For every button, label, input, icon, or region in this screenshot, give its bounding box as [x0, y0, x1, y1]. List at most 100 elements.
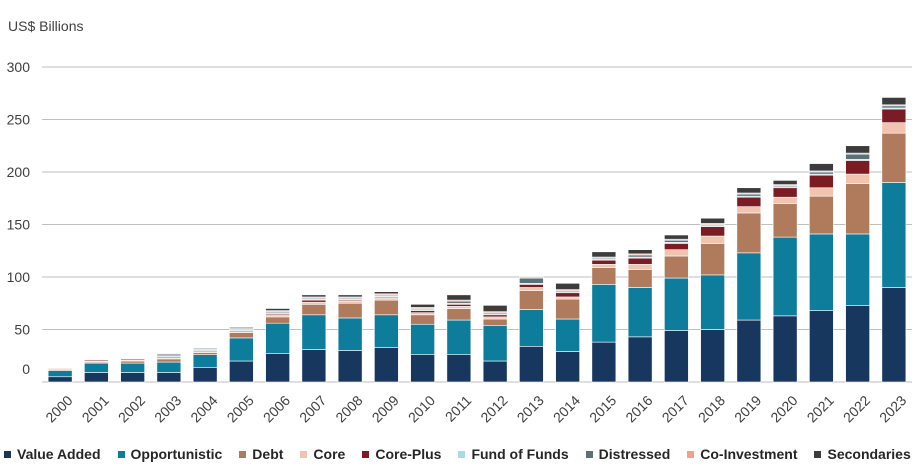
bar-segment-value-added-2001 — [84, 372, 109, 383]
x-tick-label: 2013 — [514, 392, 547, 425]
legend-item: Debt — [239, 446, 283, 462]
bar-segment-secondaries-2003 — [156, 353, 182, 355]
x-tick-label: 2017 — [659, 392, 692, 425]
bar-segment-core-2000 — [47, 368, 73, 370]
x-tick-label: 2008 — [332, 392, 365, 425]
y-tick-label: 0 — [22, 361, 30, 377]
bar-segment-value-added-2010 — [410, 354, 435, 383]
bar-segment-secondaries-2010 — [410, 303, 435, 308]
x-tick-label: 2018 — [695, 392, 728, 425]
bar-segment-value-added-2005 — [229, 360, 254, 383]
bar-segment-value-added-2000 — [47, 376, 73, 383]
bar-segment-opportunistic-2014 — [555, 318, 580, 352]
bar-segment-debt-2014 — [555, 298, 580, 320]
bar-segment-opportunistic-2009 — [374, 314, 399, 348]
bar-segment-secondaries-2016 — [627, 249, 653, 255]
bar-segment-opportunistic-2010 — [410, 323, 435, 356]
bar-segment-secondaries-2009 — [374, 291, 399, 295]
x-tick-label: 2023 — [876, 392, 909, 425]
bar-segment-secondaries-2012 — [482, 305, 508, 312]
x-tick-label: 2020 — [767, 392, 800, 425]
bar-segment-opportunistic-2007 — [301, 314, 327, 350]
bar-segment-debt-2011 — [446, 308, 472, 321]
legend-swatch — [4, 450, 11, 458]
x-tick-label: 2016 — [622, 392, 655, 425]
bar-segment-distressed-2021 — [809, 171, 834, 175]
bar-segment-core-2011 — [446, 306, 472, 309]
bar-segment-value-added-2016 — [627, 336, 653, 383]
bar-segment-debt-2019 — [736, 212, 762, 254]
bar-segment-opportunistic-2023 — [881, 182, 907, 288]
bar-segment-debt-2021 — [809, 195, 834, 235]
bar-segment-secondaries-2020 — [772, 180, 798, 185]
bar-segment-distressed-2013 — [519, 277, 544, 284]
bar-segment-secondaries-2021 — [809, 163, 834, 172]
bar-segment-secondaries-2007 — [301, 294, 327, 298]
bar-segment-opportunistic-2021 — [809, 233, 834, 311]
x-tick-label: 2003 — [151, 392, 184, 425]
legend-swatch — [458, 450, 466, 458]
bar-segment-opportunistic-2013 — [519, 309, 544, 347]
legend-label: Secondaries — [827, 446, 911, 462]
bar-segment-debt-2002 — [120, 360, 145, 364]
bar-segment-core-plus-2016 — [627, 257, 653, 265]
bar-segment-opportunistic-2015 — [591, 284, 617, 343]
bar-segment-opportunistic-2020 — [772, 236, 798, 317]
bar-segment-opportunistic-2019 — [736, 252, 762, 321]
legend-item: Opportunistic — [117, 446, 222, 462]
bar-segment-distressed-2011 — [446, 300, 472, 304]
bar-segment-value-added-2014 — [555, 351, 580, 383]
bar-segment-debt-2005 — [229, 332, 254, 339]
bar-segment-core-2014 — [555, 296, 580, 300]
x-tick-label: 2005 — [224, 392, 257, 425]
x-tick-label: 2001 — [79, 392, 112, 425]
bar-segment-opportunistic-2008 — [337, 317, 363, 351]
bar-segment-value-added-2023 — [881, 287, 907, 383]
bar-segment-opportunistic-2017 — [664, 277, 689, 331]
bar-segment-debt-2015 — [591, 267, 617, 285]
legend-item: Co-Investment — [687, 446, 797, 462]
bar-segment-debt-2020 — [772, 203, 798, 238]
bar-segment-debt-2016 — [627, 269, 653, 288]
legend-swatch — [687, 450, 695, 458]
bar-segment-value-added-2008 — [337, 350, 363, 383]
legend-item: Core — [300, 446, 345, 462]
x-tick-label: 2011 — [442, 392, 475, 425]
legend-label: Core — [313, 446, 346, 462]
bar-segment-core-plus-2023 — [881, 108, 907, 123]
bar-segment-core-plus-2017 — [664, 243, 689, 250]
legend-swatch — [300, 450, 308, 458]
legend-item: Secondaries — [814, 446, 911, 462]
bar-segment-value-added-2018 — [700, 329, 725, 383]
bar-segment-value-added-2013 — [519, 345, 544, 383]
bar-segment-core-plus-2018 — [700, 226, 725, 237]
y-tick-label: 50 — [14, 322, 30, 338]
bar-segment-opportunistic-2004 — [192, 354, 218, 368]
bar-segment-debt-2003 — [156, 358, 182, 363]
bar-segment-core-2015 — [591, 264, 617, 268]
x-tick-label: 2007 — [296, 392, 329, 425]
bar-segment-value-added-2003 — [156, 372, 182, 383]
bar-segment-debt-2008 — [337, 302, 363, 319]
bar-segment-secondaries-2017 — [664, 234, 689, 240]
unit-label: US$ Billions — [8, 18, 84, 34]
bar-segment-value-added-2020 — [772, 315, 798, 383]
legend-swatch — [585, 450, 593, 458]
x-tick-label: 2022 — [840, 392, 873, 425]
bar-segment-core-plus-2010 — [410, 310, 435, 314]
bar-segment-value-added-2012 — [482, 360, 508, 383]
bar-segment-core-2020 — [772, 196, 798, 204]
bar-segment-core-2008 — [337, 300, 363, 304]
bar-segment-core-2018 — [700, 235, 725, 244]
bar-segment-distressed-2017 — [664, 239, 689, 243]
bar-segment-distressed-2016 — [627, 254, 653, 258]
bar-segment-opportunistic-2000 — [47, 370, 73, 378]
bar-segment-core-2012 — [482, 316, 508, 320]
bar-segment-opportunistic-2003 — [156, 361, 182, 373]
y-tick-label: 200 — [7, 164, 31, 180]
y-tick-label: 250 — [7, 112, 31, 128]
bar-segment-core-plus-2019 — [736, 196, 762, 207]
bar-segment-core-plus-2014 — [555, 292, 580, 298]
bar-segment-opportunistic-2016 — [627, 287, 653, 338]
x-tick-label: 2002 — [115, 392, 148, 425]
